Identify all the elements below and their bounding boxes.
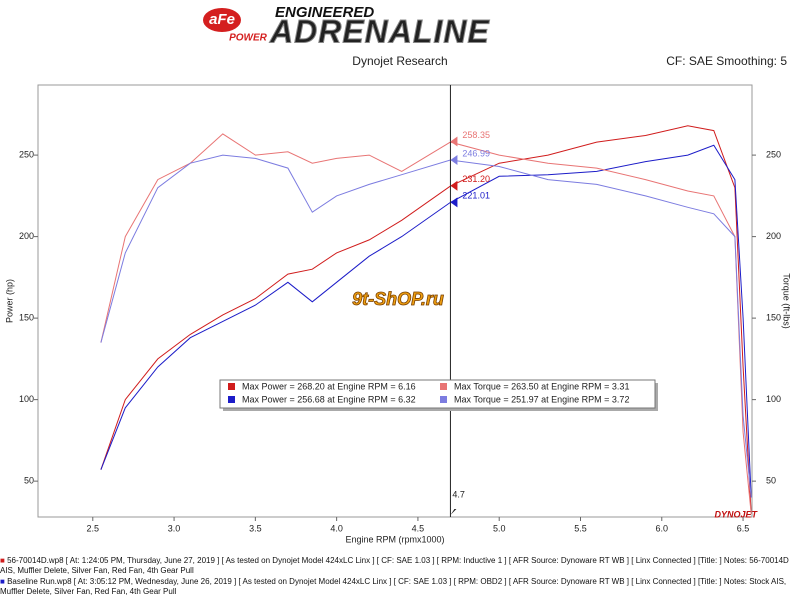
maker-logo: DYNOJET — [714, 509, 758, 519]
x-tick-label: 3.5 — [249, 523, 262, 533]
cursor-marker — [450, 180, 458, 191]
legend-swatch — [440, 383, 447, 390]
chart: aFe POWER ENGINEERED ADRENALINE Dynojet … — [4, 4, 792, 544]
correction: CF: SAE Smoothing: 5 — [666, 54, 787, 68]
y-tick-label: 50 — [24, 476, 34, 486]
x-tick-label: 4.5 — [412, 523, 425, 533]
tagline: ENGINEERED — [275, 4, 374, 21]
cursor-label: 4.7 — [452, 489, 465, 499]
series-line — [100, 133, 752, 514]
footnote-marker: ■ — [0, 577, 5, 586]
cursor-value: 246.99 — [462, 148, 490, 158]
plot-area — [37, 84, 753, 518]
x-axis-title: Engine RPM (rpmx1000) — [345, 534, 444, 544]
series-line — [100, 154, 752, 498]
watermark: 9t-ShOP.ru — [352, 289, 444, 309]
x-tick-label: 4.0 — [330, 523, 343, 533]
legend-label: Max Torque = 263.50 at Engine RPM = 3.31 — [454, 381, 629, 391]
footnote: ■ 56-70014D.wp8 [ At: 1:24:05 PM, Thursd… — [0, 556, 798, 576]
source: Dynojet Research — [352, 54, 447, 68]
cursor-marker — [450, 197, 458, 208]
logo-sub: POWER — [229, 33, 268, 44]
y-tick-label: 100 — [19, 394, 34, 404]
cursor-value: 258.35 — [462, 130, 490, 140]
legend-label: Max Power = 268.20 at Engine RPM = 6.16 — [242, 381, 416, 391]
brand: ADRENALINE — [269, 13, 490, 49]
x-tick-label: 5.0 — [493, 523, 506, 533]
x-tick-label: 3.0 — [168, 523, 181, 533]
legend-swatch — [228, 396, 235, 403]
y-tick-label: 150 — [19, 312, 34, 322]
legend — [219, 379, 656, 409]
legend-swatch — [228, 383, 235, 390]
y-tick-label: 250 — [19, 149, 34, 159]
plot: 2.5 3.0 3.5 4.0 4.5 5.0 5.5 6.0 6.5 50 100 150 200 25… — [19, 85, 781, 533]
footnote-text: 56-70014D.wp8 [ At: 1:24:05 PM, Thursday… — [0, 556, 789, 575]
y2-axis-title: Torque (ft-lbs) — [782, 273, 792, 329]
legend-swatch — [440, 396, 447, 403]
logo-badge — [203, 8, 241, 32]
y2-tick-label: 100 — [766, 394, 781, 404]
x-tick-label: 6.5 — [737, 523, 750, 533]
footnote-text: Baseline Run.wp8 [ At: 3:05:12 PM, Wedne… — [0, 577, 787, 596]
series-line — [100, 125, 752, 514]
x-tick-label: 5.5 — [574, 523, 587, 533]
cursor-arrow — [450, 509, 457, 515]
y-axis-title: Power (hp) — [4, 279, 14, 323]
footnote: ■ Baseline Run.wp8 [ At: 3:05:12 PM, Wed… — [0, 577, 798, 597]
y2-tick-label: 50 — [766, 476, 776, 486]
y2-tick-label: 250 — [766, 149, 781, 159]
x-tick-label: 2.5 — [87, 523, 100, 533]
cursor-value: 231.20 — [462, 174, 490, 184]
y2-tick-label: 150 — [766, 312, 781, 322]
legend-label: Max Torque = 251.97 at Engine RPM = 3.72 — [454, 394, 629, 404]
cursor-marker — [450, 155, 458, 166]
y2-tick-label: 200 — [766, 231, 781, 241]
legend-label: Max Power = 256.68 at Engine RPM = 6.32 — [242, 394, 416, 404]
x-tick-label: 6.0 — [656, 523, 669, 533]
cursor-value: 221.01 — [462, 191, 490, 201]
y-tick-label: 200 — [19, 231, 34, 241]
logo: aFe — [209, 11, 235, 28]
series-line — [100, 144, 752, 498]
footnote-marker: ■ — [0, 556, 5, 565]
cursor-marker — [450, 136, 458, 147]
